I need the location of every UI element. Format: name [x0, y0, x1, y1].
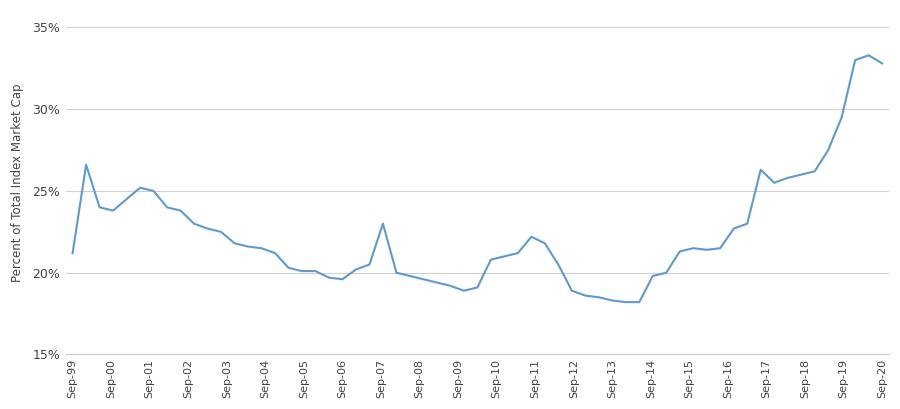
Y-axis label: Percent of Total Index Market Cap: Percent of Total Index Market Cap — [11, 83, 24, 282]
